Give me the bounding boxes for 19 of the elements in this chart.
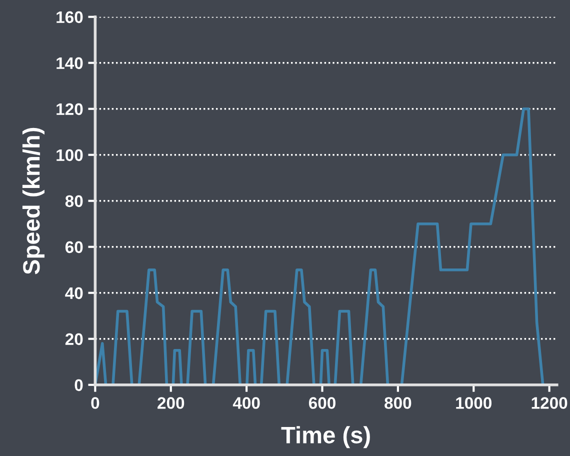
y-axis-title: Speed (km/h): [22, 128, 44, 274]
x-tick-label: 200: [158, 397, 184, 409]
y-tick-label: 120: [56, 103, 83, 116]
y-tick-label: 60: [65, 241, 83, 254]
y-tick-label: 140: [56, 57, 83, 70]
y-tick-label: 20: [65, 333, 83, 346]
y-tick-label: 0: [74, 379, 83, 392]
y-tick-label: 160: [56, 11, 83, 24]
x-tick-label: 1000: [456, 397, 492, 409]
x-axis-title: Time (s): [281, 426, 370, 448]
x-tick-label: 600: [308, 397, 336, 409]
y-tick-label: 40: [65, 287, 83, 300]
y-tick-label: 80: [65, 195, 83, 208]
x-tick-label: 1200: [532, 397, 568, 409]
x-tick-label: 800: [384, 397, 412, 409]
x-tick-label: 400: [232, 397, 260, 409]
line-series: [95, 107, 544, 385]
x-tick-label: 0: [91, 397, 100, 409]
y-tick-label: 100: [56, 149, 83, 162]
